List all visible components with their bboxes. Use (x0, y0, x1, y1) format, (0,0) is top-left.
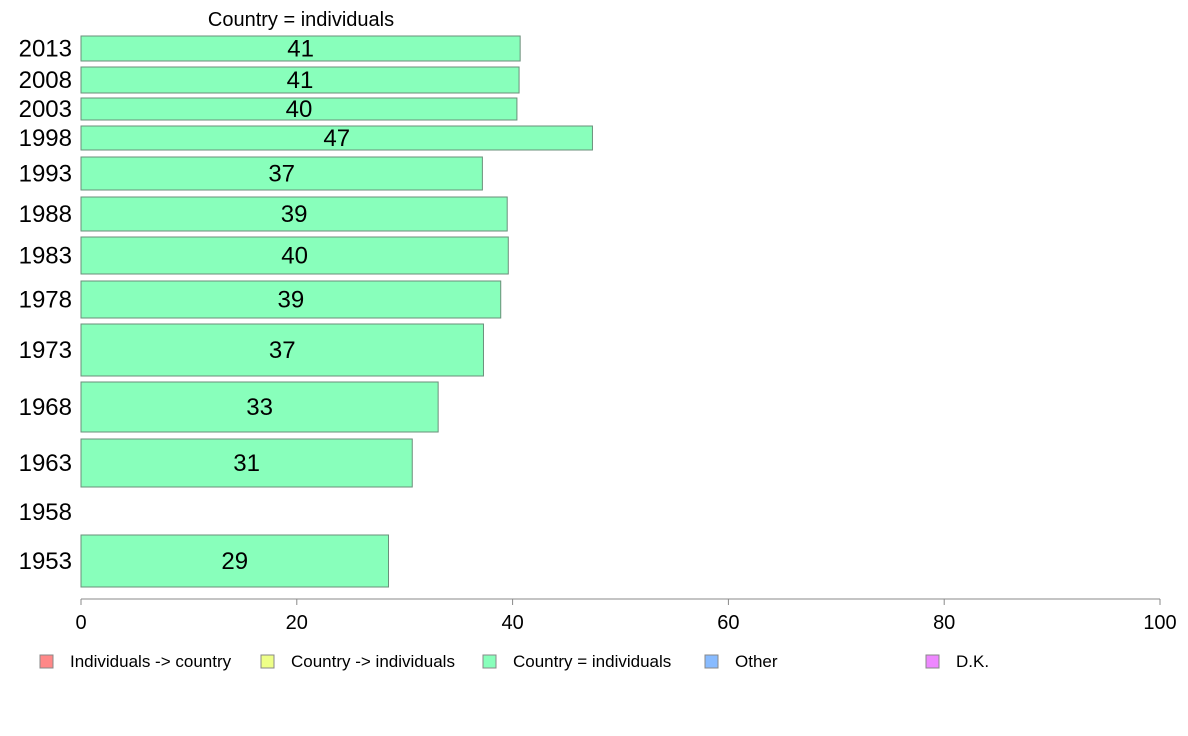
legend-label: Other (735, 652, 778, 671)
category-label: 1958 (19, 499, 72, 526)
bar-value-label: 37 (269, 337, 296, 364)
bar (80, 323, 484, 377)
category-label: 1953 (19, 548, 72, 575)
bar (80, 381, 439, 433)
x-tick-label: 60 (717, 612, 739, 634)
legend-swatch (39, 654, 54, 669)
category-label: 2008 (19, 67, 72, 94)
legend-label: Individuals -> country (70, 652, 232, 671)
bar-value-label: 47 (323, 125, 350, 152)
x-tick-label: 20 (286, 612, 308, 634)
category-label: 1983 (19, 243, 72, 270)
bar (80, 35, 521, 62)
bar (80, 534, 390, 588)
bar-value-label: 39 (281, 201, 308, 228)
bar (80, 125, 593, 151)
x-tick-label: 0 (75, 612, 86, 634)
category-label: 1998 (19, 125, 72, 152)
legend-label: Country = individuals (513, 652, 671, 671)
chart-title: Country = individuals (208, 9, 394, 31)
legend: Individuals -> country Country -> individ… (39, 652, 989, 671)
legend-swatch (704, 654, 719, 669)
bar (80, 196, 508, 232)
category-label: 1988 (19, 201, 72, 228)
x-tick-label: 80 (933, 612, 955, 634)
bar-value-label: 40 (281, 243, 308, 270)
legend-label: Country -> individuals (291, 652, 455, 671)
category-label: 1993 (19, 161, 72, 188)
x-tick-label: 40 (501, 612, 523, 634)
bar-value-label: 41 (287, 67, 314, 94)
category-label: 1968 (19, 394, 72, 421)
x-axis: 0 20 40 60 80 100 (75, 598, 1177, 634)
bar-value-label: 37 (268, 161, 295, 188)
bar (80, 156, 483, 191)
bar (80, 438, 413, 488)
legend-label: D.K. (956, 652, 989, 671)
bar-value-label: 39 (278, 287, 305, 314)
bar-value-label: 29 (221, 548, 248, 575)
bar (80, 66, 520, 94)
legend-swatch (482, 654, 497, 669)
x-tick-label: 100 (1143, 612, 1176, 634)
category-label: 1978 (19, 287, 72, 314)
bar (80, 280, 502, 319)
category-label: 1963 (19, 450, 72, 477)
category-label: 2003 (19, 96, 72, 123)
legend-swatch (260, 654, 275, 669)
legend-swatch (925, 654, 940, 669)
bar-value-label: 40 (286, 96, 313, 123)
category-label: 2013 (19, 36, 72, 63)
bar-value-label: 41 (287, 36, 314, 63)
bar-value-label: 33 (246, 394, 273, 421)
bar (80, 97, 518, 121)
category-label: 1973 (19, 337, 72, 364)
bar (80, 236, 509, 275)
bar-value-label: 31 (233, 450, 260, 477)
bars-group: 2013 41 2008 41 2003 40 1998 47 1993 37 1988 39 1983… (19, 35, 593, 588)
